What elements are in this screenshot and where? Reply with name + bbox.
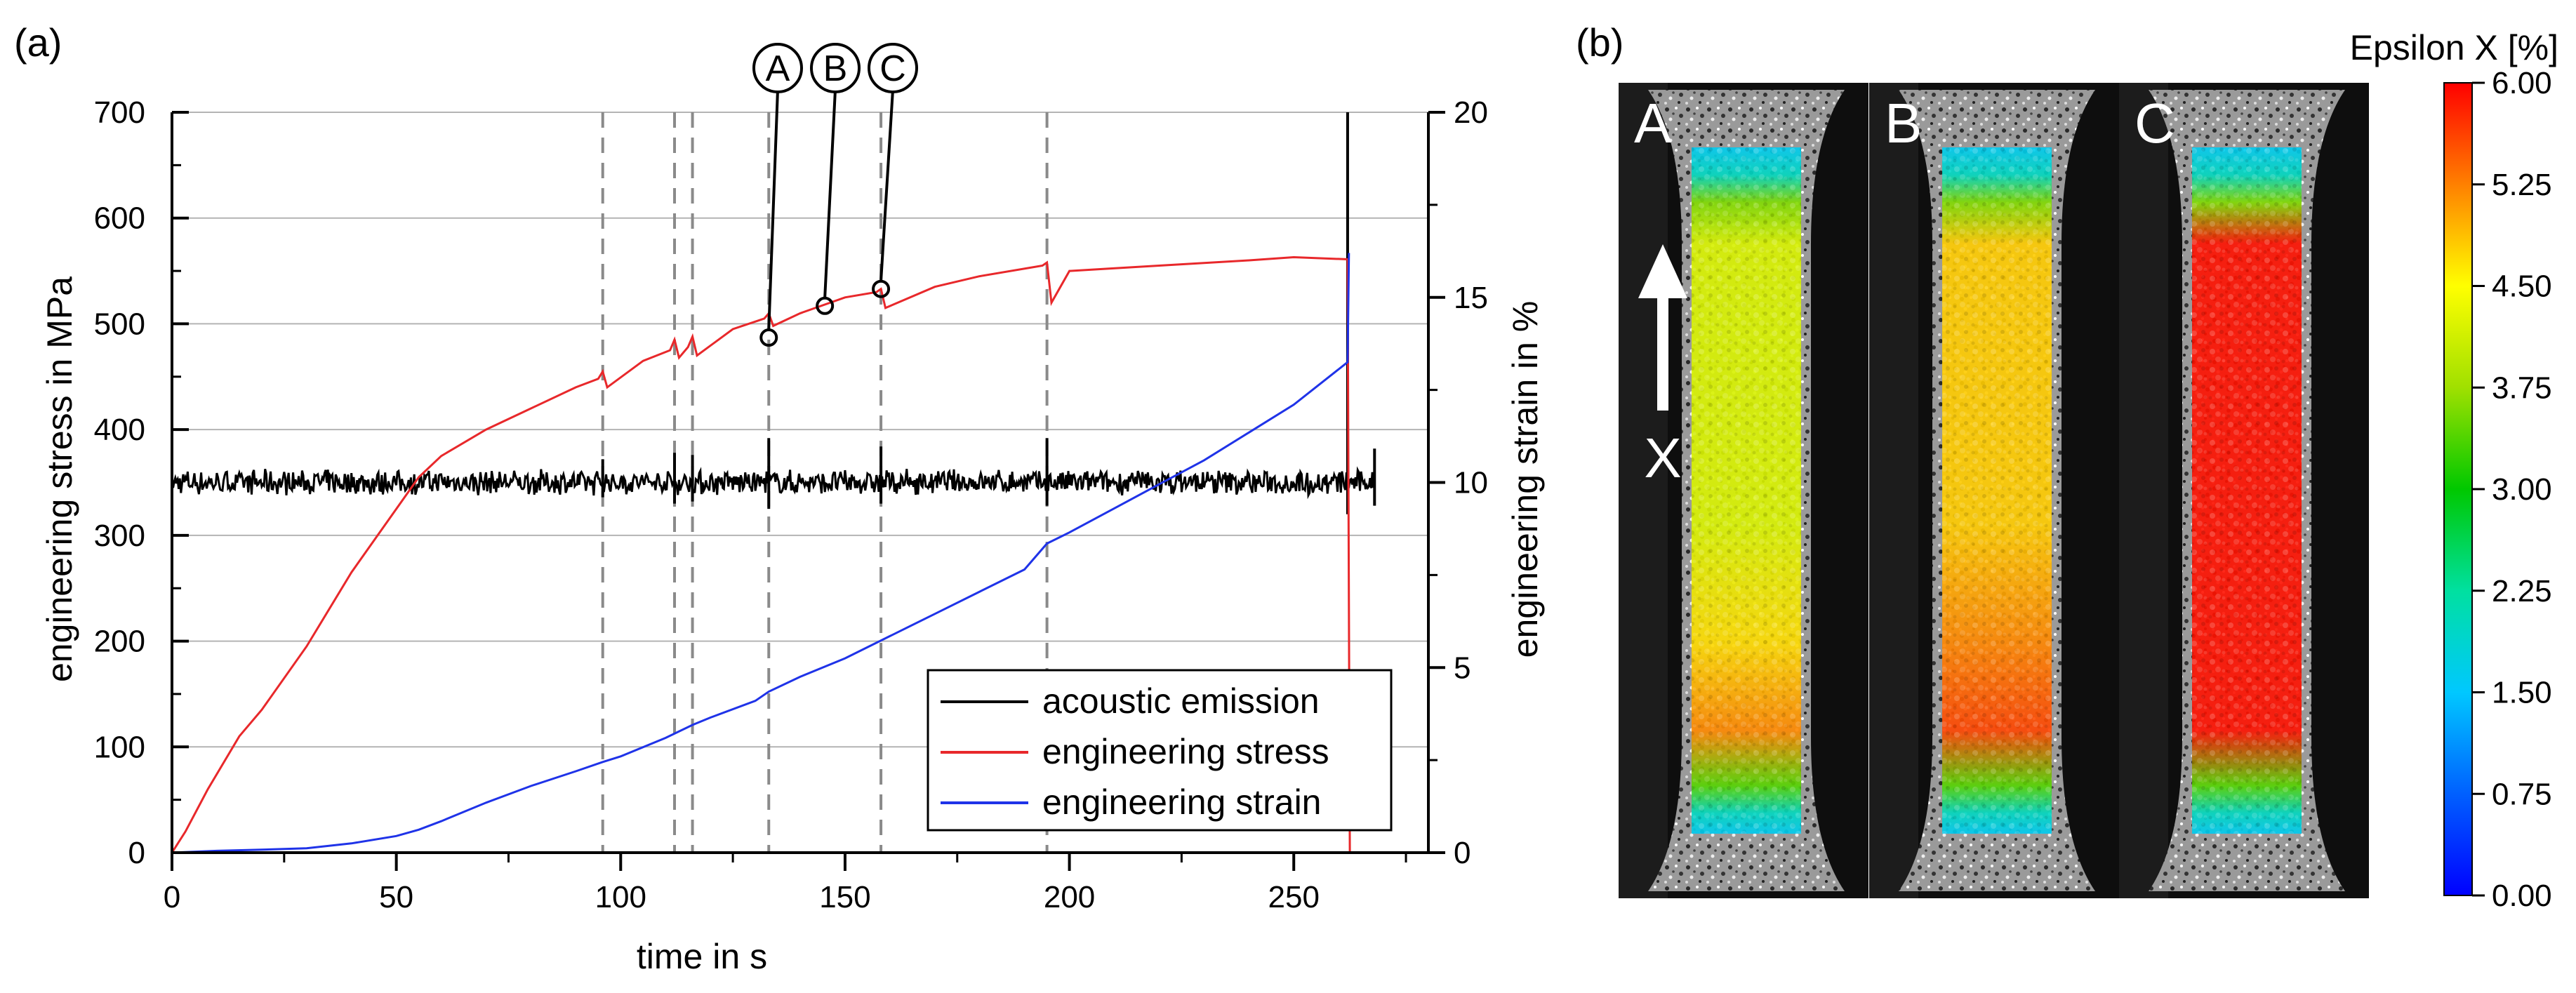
arrow-shaft: [1657, 298, 1668, 411]
legend: acoustic emission engineering stress engin…: [927, 669, 1393, 832]
specimen-left-shade: [2119, 83, 2168, 898]
y-right-tick-label-10: 10: [1454, 466, 1488, 500]
legend-label-2: engineering strain: [1042, 782, 1322, 822]
marker-badge-b: [810, 43, 861, 93]
colorbar-tick-label: 1.50: [2492, 676, 2552, 710]
y-axis-right-title: engineering strain in %: [1506, 301, 1545, 658]
y-right-tick-label-15: 15: [1454, 281, 1488, 315]
specimen-c: C: [2119, 83, 2369, 898]
x-tick-label-0: 0: [164, 880, 180, 914]
strain-field-texture: [1942, 147, 2052, 834]
grid-lines: [172, 112, 1428, 748]
marker-leader-b: [823, 89, 837, 298]
y-right-tick-label-0: 0: [1454, 836, 1470, 870]
x-tick-label-150: 150: [819, 880, 870, 914]
series-group: [172, 112, 1376, 854]
colorbar-tick-label: 4.50: [2492, 269, 2552, 304]
series-engineering-strain: [172, 253, 1350, 854]
x-tick-label-200: 200: [1044, 880, 1095, 914]
marker-label-b: B: [823, 48, 848, 89]
colorbar-tick-label: 3.00: [2492, 472, 2552, 507]
strain-field-texture: [2192, 147, 2302, 834]
colorbar-title: Epsilon X [%]: [2350, 28, 2558, 67]
panel-a-label: (a): [14, 20, 62, 65]
marker-leader-c: [879, 89, 894, 281]
arrow-head-icon: [1638, 244, 1687, 298]
y-left-tick-label-700: 700: [94, 95, 145, 130]
specimen-left-shade: [1869, 83, 1918, 898]
marker-point-a: [759, 328, 778, 347]
y-right-tick-label-5: 5: [1454, 651, 1470, 685]
specimen-label-b: B: [1885, 92, 1922, 154]
panel-b-label: (b): [1576, 20, 1624, 65]
panel-a-chart: (a) 0 50 100 150 200 250010020030040050060070…: [14, 20, 1545, 976]
colorbar-tick-label: 5.25: [2492, 168, 2552, 202]
y-left-tick-label-200: 200: [94, 625, 145, 659]
colorbar: [2443, 82, 2473, 896]
marker-label-a: A: [766, 48, 790, 89]
y-left-tick-label-300: 300: [94, 519, 145, 553]
panel-b-dic-image: (b) A B C X Epsilon X [%] 6.00 5.25 4.50 3.75…: [1576, 20, 2558, 913]
colorbar-tick-label: 3.75: [2492, 371, 2552, 405]
legend-label-1: engineering stress: [1042, 732, 1329, 771]
marker-badge-c: [868, 43, 918, 93]
series-acoustic-emission: [172, 466, 1376, 500]
marker-point-b: [816, 296, 835, 315]
colorbar-tick-label: 2.25: [2492, 574, 2552, 608]
specimen-left-shade: [1619, 83, 1668, 898]
marker-label-c: C: [879, 48, 906, 89]
colorbar-ticks: 6.00 5.25 4.50 3.75 3.00 2.25 1.50 0.75 0.00: [2472, 66, 2552, 913]
x-tick-label-250: 250: [1268, 880, 1320, 914]
colorbar-tick-label: 6.00: [2492, 66, 2552, 100]
specimen-images: A B C: [1619, 83, 2369, 898]
y-left-tick-label-600: 600: [94, 201, 145, 236]
axes: 0 50 100 150 200 250 0 100 200 300 400 500 600 700 0 5 1…: [94, 95, 1488, 914]
strain-field-texture: [1692, 147, 1801, 834]
y-axis-left-title: engineering stress in MPa: [40, 276, 79, 682]
direction-arrow: X: [1638, 244, 1687, 489]
colorbar-tick-label: 0.00: [2492, 879, 2552, 913]
y-left-tick-label-0: 0: [128, 836, 145, 870]
x-tick-label-100: 100: [595, 880, 646, 914]
y-left-tick-label-500: 500: [94, 307, 145, 341]
specimen-b: B: [1869, 83, 2119, 898]
specimen-label-a: A: [1634, 92, 1672, 154]
marker-leader-a: [767, 89, 779, 330]
specimen-label-c: C: [2135, 92, 2175, 154]
legend-label-0: acoustic emission: [1042, 681, 1320, 721]
y-right-tick-label-20: 20: [1454, 95, 1488, 130]
direction-label: X: [1644, 427, 1681, 489]
marker-point-c: [872, 279, 891, 298]
marker-badge-a: [752, 43, 803, 93]
specimen-a: A: [1619, 83, 1868, 898]
x-axis-title: time in s: [637, 937, 767, 976]
y-left-tick-label-400: 400: [94, 413, 145, 447]
colorbar-tick-label: 0.75: [2492, 777, 2552, 811]
y-left-tick-label-100: 100: [94, 730, 145, 764]
series-engineering-stress: [172, 255, 1351, 853]
x-tick-label-50: 50: [379, 880, 413, 914]
